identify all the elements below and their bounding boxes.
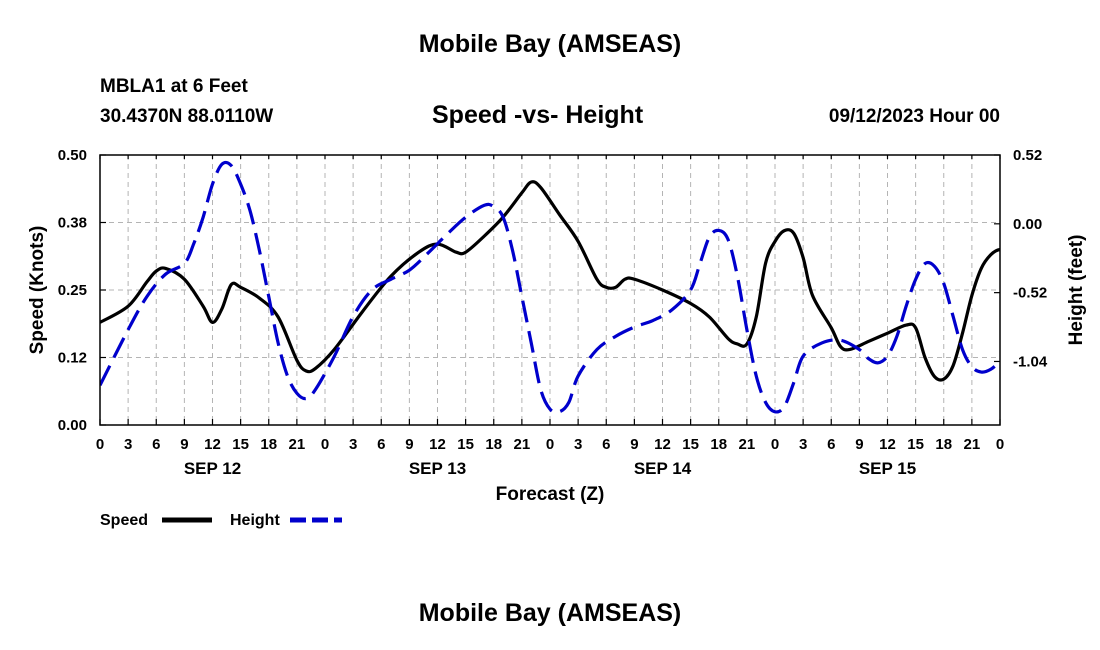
y-tick-label: 0.50 <box>58 147 87 164</box>
day-label: SEP 12 <box>184 459 241 478</box>
x-tick-label: 21 <box>289 436 306 453</box>
station-label: MBLA1 at 6 Feet <box>100 76 248 97</box>
x-tick-label: 3 <box>799 436 807 453</box>
x-tick-label: 18 <box>485 436 502 453</box>
day-label: SEP 14 <box>634 459 692 478</box>
y-tick-label: 0.25 <box>58 282 87 299</box>
x-tick-label: 0 <box>771 436 779 453</box>
y-axis-title: Speed (Knots) <box>27 226 48 355</box>
legend: Speed Height <box>100 512 342 529</box>
speed-series-line <box>100 180 1000 382</box>
x-axis-title: Forecast (Z) <box>496 484 605 505</box>
x-tick-label: 6 <box>152 436 160 453</box>
series-layer <box>100 160 1000 414</box>
x-tick-label: 6 <box>377 436 385 453</box>
y2-tick-label: -0.52 <box>1013 285 1047 302</box>
x-tick-label: 18 <box>935 436 952 453</box>
x-tick-label: 3 <box>574 436 582 453</box>
forecast-run-time: 09/12/2023 Hour 00 <box>828 106 1000 127</box>
legend-height-label: Height <box>230 512 280 529</box>
grid-layer <box>99 154 1001 426</box>
y2-tick-label: 0.00 <box>1013 216 1042 233</box>
x-tick-label: 21 <box>514 436 531 453</box>
x-tick-label: 12 <box>429 436 446 453</box>
axis-layer: 0 3 6 9 12 15 18 21 0 3 6 9 12 15 18 21 0 3 6 9 12 15 18 21 0 3 6 9… <box>58 147 1048 478</box>
y-tick-label: 0.00 <box>58 417 87 434</box>
x-tick-label: 18 <box>710 436 727 453</box>
chart-title: Speed -vs- Height <box>432 101 644 129</box>
y2-axis-title: Height (feet) <box>1066 235 1087 346</box>
x-tick-label: 21 <box>739 436 756 453</box>
day-label: SEP 13 <box>409 459 466 478</box>
x-tick-label: 9 <box>855 436 863 453</box>
x-tick-label: 3 <box>349 436 357 453</box>
x-tick-label: 12 <box>654 436 671 453</box>
x-tick-label: 0 <box>546 436 554 453</box>
y-tick-label: 0.38 <box>58 215 87 232</box>
main-title: Mobile Bay (AMSEAS) <box>418 30 682 58</box>
x-tick-label: 9 <box>630 436 638 453</box>
x-tick-label: 0 <box>996 436 1004 453</box>
x-tick-label: 3 <box>124 436 132 453</box>
x-tick-label: 9 <box>405 436 413 453</box>
x-tick-label: 9 <box>180 436 188 453</box>
legend-speed-label: Speed <box>100 512 148 529</box>
x-tick-label: 12 <box>204 436 221 453</box>
x-tick-label: 15 <box>232 436 249 453</box>
x-tick-label: 6 <box>827 436 835 453</box>
x-tick-label: 15 <box>457 436 474 453</box>
x-tick-label: 18 <box>260 436 277 453</box>
y-tick-label: 0.12 <box>58 350 87 367</box>
day-label: SEP 15 <box>859 459 916 478</box>
x-tick-label: 0 <box>321 436 329 453</box>
x-tick-label: 21 <box>964 436 981 453</box>
x-tick-label: 0 <box>96 436 104 453</box>
station-coordinates: 30.4370N 88.0110W <box>100 106 274 127</box>
y2-tick-label: 0.52 <box>1013 147 1042 164</box>
x-tick-label: 15 <box>907 436 924 453</box>
x-tick-label: 15 <box>682 436 699 453</box>
x-tick-label: 6 <box>602 436 610 453</box>
x-tick-label: 12 <box>879 436 896 453</box>
footer-title: Mobile Bay (AMSEAS) <box>418 599 682 627</box>
y2-tick-label: -1.04 <box>1013 353 1048 370</box>
height-series-line <box>100 160 1000 414</box>
